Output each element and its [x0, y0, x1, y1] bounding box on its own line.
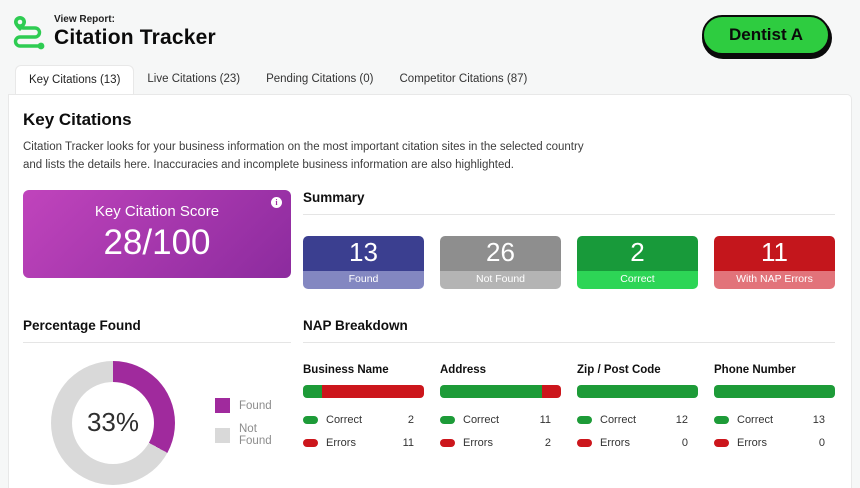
info-icon[interactable]: i: [271, 196, 282, 208]
nap-col-phone-number: Phone Number Correct 13 Errors 0: [714, 364, 835, 449]
nap-breakdown-section: NAP Breakdown Business Name Correct 2 Er…: [303, 318, 835, 485]
summary-heading: Summary: [303, 190, 835, 215]
errors-pill-icon: [577, 438, 592, 447]
legend-label-found: Found: [239, 399, 272, 412]
nap-bar: [303, 384, 424, 398]
tab-live-citations[interactable]: Live Citations (23): [147, 73, 241, 85]
legend-item-not-found: Not Found: [215, 423, 291, 447]
tab-bar: Key Citations (13) Live Citations (23) P…: [8, 65, 852, 94]
nap-bar: [440, 384, 561, 398]
nap-col-zip-post-code: Zip / Post Code Correct 12 Errors 0: [577, 364, 698, 449]
nap-errors-row: Errors 11: [303, 437, 424, 449]
donut-center-label: 33%: [72, 381, 154, 464]
summary-stat-card: 11 With NAP Errors: [714, 235, 835, 289]
key-citation-score-card: i Key Citation Score 28/100: [23, 189, 291, 278]
summary-cards: 13 Found 26 Not Found 2 Correct 11 With …: [303, 235, 835, 289]
nap-correct-row: Correct 13: [714, 414, 835, 426]
stat-correct-label: Correct: [577, 270, 698, 289]
summary-stat-card: 13 Found: [303, 235, 424, 289]
nap-bar: [714, 384, 835, 398]
correct-pill-icon: [440, 415, 455, 424]
errors-pill-icon: [303, 438, 318, 447]
tab-pending-citations[interactable]: Pending Citations (0): [266, 73, 374, 85]
donut-chart: 33%: [51, 360, 175, 485]
nap-errors-row: Errors 0: [577, 437, 698, 449]
stat-found-value: 13: [303, 235, 424, 271]
nap-correct-row: Correct 12: [577, 414, 698, 426]
content-panel: Key Citations Citation Tracker looks for…: [8, 94, 852, 488]
nap-columns: Business Name Correct 2 Errors 11: [303, 364, 835, 449]
stat-not-found-label: Not Found: [440, 270, 561, 289]
percentage-found-section: Percentage Found 33% Found Not Found: [23, 318, 291, 485]
legend-item-found: Found: [215, 398, 291, 414]
correct-pill-icon: [303, 415, 318, 424]
brand: View Report: Citation Tracker: [10, 12, 216, 51]
tab-key-citations[interactable]: Key Citations (13): [15, 65, 135, 94]
stat-correct-value: 2: [577, 235, 698, 271]
stat-found-label: Found: [303, 270, 424, 289]
summary-stat-card: 26 Not Found: [440, 235, 561, 289]
summary-section: Summary 13 Found 26 Not Found 2 Correct: [303, 190, 835, 289]
errors-pill-icon: [440, 438, 455, 447]
stat-not-found-value: 26: [440, 235, 561, 271]
nap-col-business-name: Business Name Correct 2 Errors 11: [303, 364, 424, 449]
nap-col-address: Address Correct 11 Errors 2: [440, 364, 561, 449]
header: View Report: Citation Tracker Dentist A: [0, 0, 860, 65]
nap-breakdown-heading: NAP Breakdown: [303, 318, 835, 343]
nap-errors-row: Errors 2: [440, 437, 561, 449]
score-card-title: Key Citation Score: [94, 202, 220, 220]
legend-swatch-found-icon: [215, 398, 230, 414]
stat-nap-errors-label: With NAP Errors: [714, 270, 835, 289]
legend-swatch-not-found-icon: [215, 427, 230, 443]
summary-stat-card: 2 Correct: [577, 235, 698, 289]
errors-pill-icon: [714, 438, 729, 447]
correct-pill-icon: [714, 415, 729, 424]
nap-correct-row: Correct 2: [303, 414, 424, 426]
nap-errors-row: Errors 0: [714, 437, 835, 449]
legend-label-not-found: Not Found: [239, 423, 272, 448]
route-pin-logo-icon: [13, 16, 45, 50]
page-title: Citation Tracker: [54, 26, 216, 49]
key-citations-heading: Key Citations: [23, 110, 132, 129]
score-card-value: 28/100: [103, 222, 211, 262]
nap-correct-row: Correct 11: [440, 414, 561, 426]
tab-competitor-citations[interactable]: Competitor Citations (87): [399, 73, 528, 85]
stat-nap-errors-value: 11: [714, 235, 835, 271]
donut-legend: Found Not Found: [215, 398, 291, 447]
key-citations-description: Citation Tracker looks for your business…: [23, 141, 584, 172]
correct-pill-icon: [577, 415, 592, 424]
view-report-label: View Report:: [54, 14, 115, 25]
business-selector-button[interactable]: Dentist A: [702, 15, 830, 55]
percentage-found-heading: Percentage Found: [23, 318, 291, 343]
nap-bar: [577, 384, 698, 398]
